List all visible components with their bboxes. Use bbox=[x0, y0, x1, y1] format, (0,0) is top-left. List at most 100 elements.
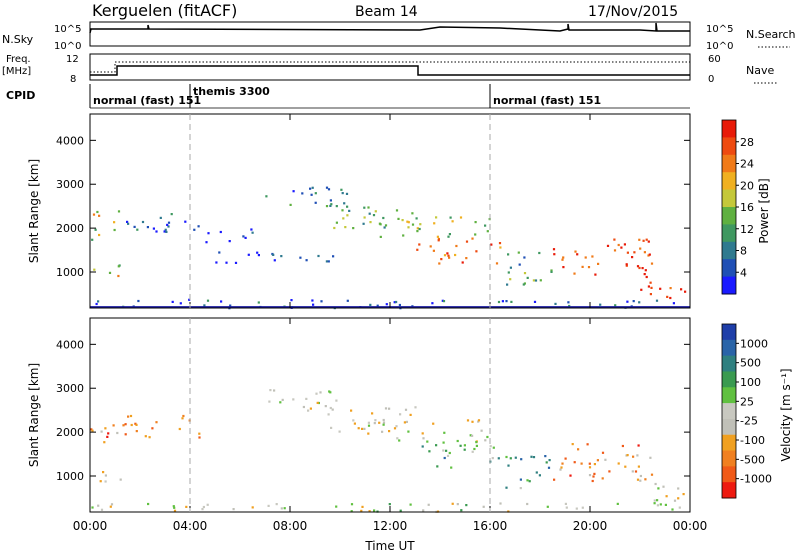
echo-cell bbox=[620, 246, 623, 249]
echo-cell bbox=[104, 474, 107, 477]
echo-cell bbox=[163, 230, 166, 233]
echo-cell bbox=[104, 427, 107, 430]
echo-cell bbox=[480, 429, 483, 432]
x-tick-label: 04:00 bbox=[173, 519, 208, 533]
echo-cell bbox=[112, 424, 115, 427]
echo-cell bbox=[654, 482, 657, 486]
echo-cell bbox=[586, 443, 589, 446]
echo-cell bbox=[151, 427, 154, 430]
echo-cell bbox=[251, 506, 254, 509]
echo-cell bbox=[170, 213, 173, 216]
echo-cell bbox=[135, 423, 138, 426]
echo-cell bbox=[593, 463, 596, 466]
echo-cell bbox=[422, 509, 425, 512]
echo-cell bbox=[626, 251, 629, 254]
echo-cell bbox=[418, 243, 421, 246]
echo-cell bbox=[659, 503, 662, 506]
velocity-colorbar: 1000 500 100 25 -25 -100 -500 -1000 bbox=[721, 323, 772, 499]
echo-cell bbox=[341, 192, 344, 195]
echo-cell bbox=[514, 456, 517, 459]
echo-cell bbox=[309, 407, 312, 410]
x-axis-label: Time UT bbox=[364, 539, 415, 553]
velocity-yaxis: 1000 2000 3000 4000 bbox=[56, 338, 690, 483]
echo-cell bbox=[409, 413, 412, 416]
echo-cell bbox=[613, 249, 617, 252]
echo-cell bbox=[507, 271, 510, 274]
y-tick-label: 1000 bbox=[56, 266, 84, 279]
nave-tick-bottom: 0 bbox=[708, 74, 714, 85]
echo-cell bbox=[653, 499, 656, 502]
echo-cell bbox=[564, 502, 567, 505]
echo-cell bbox=[395, 300, 398, 304]
echo-cell bbox=[184, 220, 187, 223]
colorbar-swatch bbox=[722, 418, 736, 436]
echo-cell bbox=[234, 261, 238, 264]
echo-cell bbox=[639, 474, 642, 478]
echo-cell bbox=[507, 253, 510, 256]
echo-cell bbox=[569, 474, 572, 477]
echo-cell bbox=[608, 470, 611, 473]
echo-cell bbox=[567, 301, 570, 304]
echo-cell bbox=[280, 255, 283, 258]
y-tick-label: 2000 bbox=[56, 222, 84, 235]
echo-cell bbox=[432, 249, 435, 252]
nsky-label: N.Sky bbox=[2, 33, 34, 46]
echo-cell bbox=[113, 228, 116, 232]
echo-cell bbox=[100, 508, 104, 511]
echo-cell bbox=[399, 413, 402, 416]
echo-cell bbox=[179, 302, 182, 305]
echo-cell bbox=[207, 232, 210, 235]
echo-cell bbox=[382, 423, 385, 426]
echo-cell bbox=[136, 228, 139, 231]
echo-cell bbox=[133, 225, 136, 228]
echo-cell bbox=[459, 444, 462, 447]
echo-cell bbox=[329, 204, 332, 207]
echo-cell bbox=[588, 474, 592, 477]
echo-cell bbox=[561, 258, 564, 261]
echo-cell bbox=[193, 228, 196, 231]
echo-cell bbox=[327, 413, 330, 416]
echo-cell bbox=[97, 504, 100, 507]
echo-cell bbox=[185, 505, 188, 508]
echo-cell bbox=[677, 487, 680, 490]
echo-cell bbox=[639, 479, 642, 482]
echo-cell bbox=[591, 255, 594, 258]
echo-cell bbox=[475, 441, 478, 444]
echo-cell bbox=[497, 300, 501, 304]
echo-cell bbox=[256, 251, 259, 254]
echo-cell bbox=[475, 250, 478, 253]
echo-cell bbox=[643, 251, 646, 254]
echo-cell bbox=[342, 217, 345, 220]
echo-cell bbox=[117, 210, 121, 213]
echo-cell bbox=[443, 431, 446, 434]
echo-cell bbox=[561, 462, 564, 465]
echo-cell bbox=[198, 436, 201, 439]
echo-cell bbox=[124, 423, 127, 426]
echo-cell bbox=[106, 435, 109, 438]
echo-cell bbox=[455, 244, 458, 248]
echo-cell bbox=[407, 226, 410, 229]
echo-cell bbox=[436, 465, 439, 468]
echo-cell bbox=[477, 420, 480, 423]
echo-cell bbox=[505, 300, 508, 303]
echo-cell bbox=[301, 192, 304, 195]
echo-cell bbox=[528, 480, 531, 483]
echo-cell bbox=[384, 224, 388, 227]
echo-cell bbox=[639, 247, 642, 250]
echo-cell bbox=[448, 451, 451, 455]
echo-cell bbox=[292, 190, 295, 193]
echo-cell bbox=[448, 233, 451, 236]
echo-cell bbox=[107, 432, 110, 435]
echo-cell bbox=[631, 256, 634, 259]
colorbar-swatch bbox=[722, 339, 736, 357]
echo-cell bbox=[552, 248, 556, 251]
echo-cell bbox=[299, 256, 302, 259]
colorbar-swatch bbox=[722, 224, 736, 243]
echo-cell bbox=[273, 259, 276, 262]
echo-cell bbox=[645, 275, 648, 279]
echo-cell bbox=[395, 425, 398, 428]
echo-cell bbox=[625, 264, 628, 267]
echo-cell bbox=[568, 304, 571, 308]
echo-cell bbox=[363, 206, 366, 209]
echo-cell bbox=[117, 265, 120, 268]
